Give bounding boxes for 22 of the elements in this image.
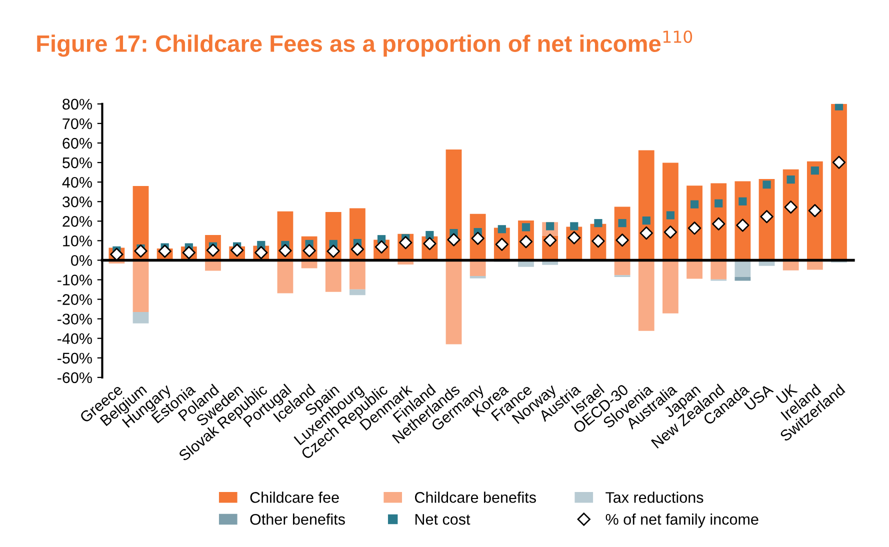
y-tick-label: 70% bbox=[62, 118, 92, 130]
y-tick-label: 40% bbox=[62, 176, 92, 188]
legend-label: Childcare benefits bbox=[415, 492, 536, 503]
y-tick-label: 30% bbox=[62, 196, 92, 208]
y-tick-label: 50% bbox=[62, 157, 92, 168]
y-tick-label: -60% bbox=[58, 372, 92, 384]
y-tick-label: 10% bbox=[63, 236, 92, 246]
y-tick-label: -50% bbox=[58, 352, 92, 364]
chart-title: Figure 17: Childcare Fees as a proportion of net income$^{110}$ bbox=[37, 30, 692, 57]
y-tick-label: -40% bbox=[58, 333, 92, 344]
y-tick-label: -20% bbox=[58, 294, 92, 305]
legend-label: Net cost bbox=[415, 514, 470, 525]
y-tick-label: 80% bbox=[62, 98, 92, 110]
legend-label: Other benefits bbox=[250, 514, 345, 525]
y-tick-label: 60% bbox=[62, 138, 92, 149]
legend-label: Tax reductions bbox=[606, 492, 704, 503]
y-tick-label: 0% bbox=[71, 255, 92, 266]
y-tick-label: -30% bbox=[58, 314, 92, 325]
legend-label: % of net family income bbox=[606, 514, 758, 528]
y-tick-label: 20% bbox=[62, 216, 92, 227]
legend-label: Childcare fee bbox=[250, 492, 339, 503]
y-tick-label: -10% bbox=[58, 274, 92, 286]
